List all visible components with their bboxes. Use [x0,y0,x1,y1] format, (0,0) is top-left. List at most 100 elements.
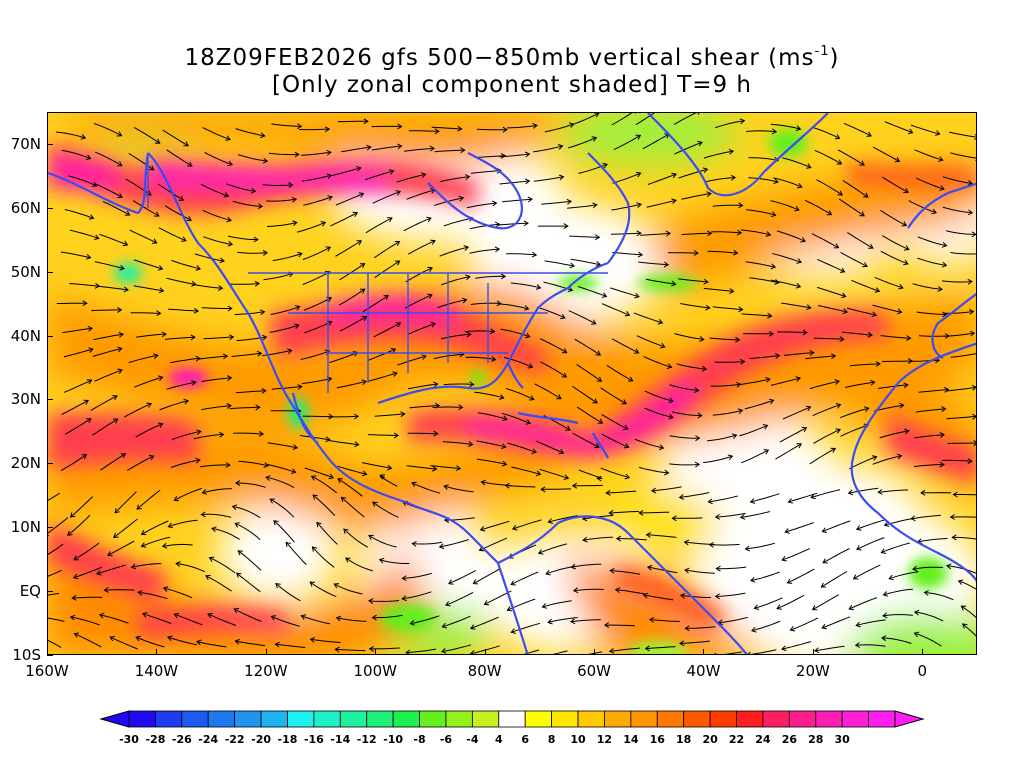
streamline [785,522,814,533]
streamline-arrow [848,604,854,611]
streamline [233,608,262,622]
streamline [651,486,682,492]
streamline-arrow [258,430,265,437]
streamline-arrow [195,639,202,646]
streamline [440,276,470,286]
streamline-arrow [960,605,967,611]
streamline [127,455,154,471]
streamline [55,131,86,139]
streamline-arrow [291,196,298,203]
streamline [312,546,335,568]
streamline-arrow [237,550,243,556]
streamline-arrow [162,586,169,592]
streamline [61,400,89,415]
streamline-arrow [596,475,602,482]
streamline-arrow [567,286,574,292]
streamline [552,650,568,654]
colorbar-swatch [207,710,236,728]
streamline-arrow [768,398,775,405]
streamline [633,312,663,324]
streamline-arrow [275,582,281,589]
streamline-arrow [527,196,533,203]
streamline-arrow [151,238,158,244]
colorbar-swatch [762,710,790,728]
streamline [539,338,567,354]
streamline-arrow [855,621,861,628]
streamline-arrow [333,583,340,589]
colorbar-swatch [181,710,209,728]
streamline [270,306,300,315]
streamline [498,222,529,226]
streamline [882,614,913,617]
streamline-arrow [461,297,468,304]
streamline-arrow [784,528,790,534]
streamline [745,542,776,550]
streamline-arrow [345,557,351,563]
streamline [915,408,946,413]
streamline [770,200,800,211]
streamline-arrow [969,330,976,337]
streamline [168,519,198,528]
streamline-arrow [316,521,322,528]
streamline [950,152,976,159]
streamline-arrow [208,556,215,562]
streamline [714,120,745,129]
streamline [473,568,500,585]
streamline-arrow [910,515,916,522]
streamline-arrow [130,563,137,570]
streamline [114,491,137,514]
streamline [133,126,160,144]
streamline [328,415,359,418]
streamline-arrow [596,376,603,382]
streamline [434,149,465,153]
streamline [548,515,578,523]
streamline [133,285,164,292]
streamline-arrow [912,565,918,572]
streamline [92,418,118,436]
streamline [805,355,836,360]
streamline-arrow [117,306,123,313]
streamline [611,338,639,354]
streamline [545,565,576,575]
streamline-arrow [205,574,211,581]
streamline [335,648,366,652]
streamline-arrow [135,635,141,642]
streamline-arrow [913,609,920,616]
streamline [512,519,542,530]
streamline-arrow [368,598,374,604]
lat-label: 10S [12,646,41,664]
streamline-arrow [254,280,261,287]
streamline-arrow [901,221,908,227]
streamline-arrow [837,190,843,196]
lat-tick [47,143,53,145]
streamline [204,152,233,166]
colorbar-label: -22 [224,733,245,746]
streamline-arrow [260,132,266,139]
streamline [645,278,676,285]
streamline [821,570,848,588]
streamline-arrow [941,406,947,413]
lon-label: 60W [577,662,612,680]
streamline-arrow [811,605,818,611]
streamline [232,505,261,519]
streamline-arrow [94,234,100,240]
streamline-arrow [794,206,800,212]
streamline-arrow [161,542,168,549]
streamline [950,252,976,255]
streamline-arrow [894,157,901,163]
streamline-arrow [200,511,206,518]
streamline [506,253,537,256]
streamline [609,510,640,514]
streamline-arrow [250,187,257,194]
streamline-arrow [383,295,389,301]
streamline-arrow [438,543,445,550]
streamline-arrow [502,126,508,133]
streamline [408,130,439,132]
colorbar-swatch [604,710,632,728]
streamline [113,518,138,538]
streamline [812,594,839,611]
streamline [840,424,869,437]
streamline-arrow [91,181,98,187]
streamline [409,405,440,409]
streamline-arrow [834,134,841,140]
